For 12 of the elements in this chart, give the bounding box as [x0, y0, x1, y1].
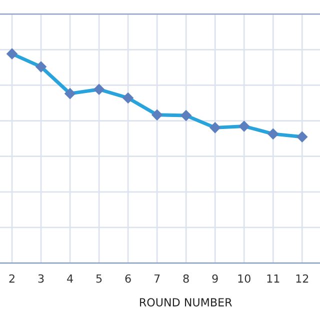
x-tick-label: 5 — [96, 274, 102, 283]
x-tick-label: 9 — [212, 274, 218, 283]
x-tick-label: 2 — [9, 274, 14, 283]
x-tick-label: 8 — [183, 274, 189, 283]
x-tick-label: 12 — [296, 274, 308, 283]
x-axis-title: ROUND NUMBER — [140, 298, 232, 306]
x-tick-label: 3 — [38, 274, 44, 283]
x-tick-label: 6 — [125, 274, 131, 283]
x-tick-label: 7 — [154, 274, 160, 283]
x-tick-label: 11 — [267, 274, 280, 283]
x-tick-label: 4 — [67, 274, 73, 283]
x-tick-label: 10 — [238, 274, 250, 283]
